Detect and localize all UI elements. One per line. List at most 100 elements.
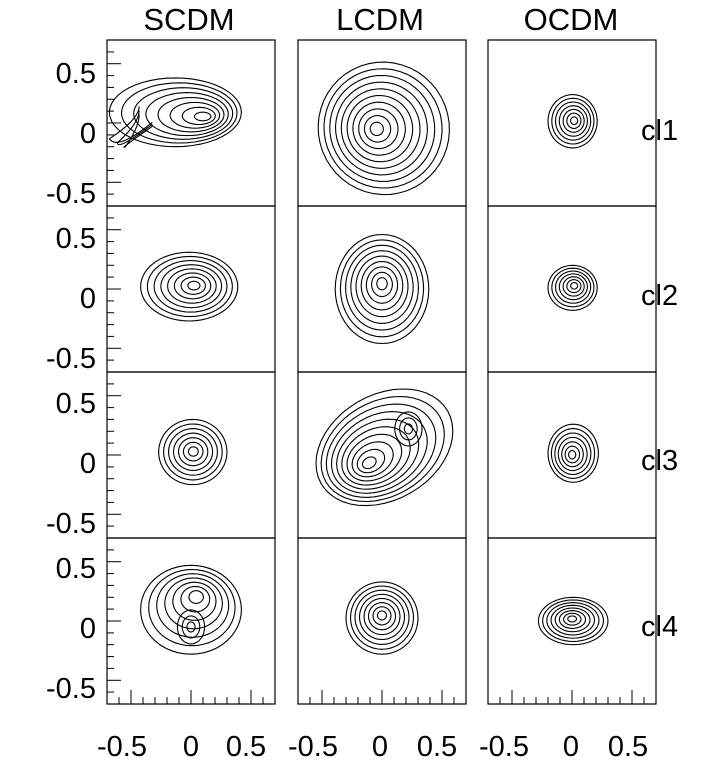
contour-line <box>167 268 217 304</box>
contour-line <box>345 244 419 331</box>
panel-cl4-ocdm <box>487 537 657 705</box>
contour-line <box>546 602 600 639</box>
panel-cl1-scdm <box>106 39 276 207</box>
contour-line <box>349 585 415 650</box>
contour-line <box>182 441 204 462</box>
y-tick-label: -0.5 <box>46 508 96 540</box>
contour-line <box>403 423 413 435</box>
x-tick-label: 0.5 <box>226 731 266 763</box>
column-title-ocdm: OCDM <box>524 2 619 37</box>
row-label-cl4: cl4 <box>641 611 678 643</box>
contour-line <box>167 428 218 476</box>
contour-line <box>561 441 584 468</box>
panel-frame <box>487 537 657 705</box>
contour-line <box>554 101 592 141</box>
contour-line <box>558 273 588 301</box>
contour-line <box>371 271 393 298</box>
contour-line <box>399 417 418 441</box>
contour-line <box>140 564 242 655</box>
y-tick-label: 0.5 <box>56 58 96 90</box>
contour-line <box>376 277 388 291</box>
labels-layer: SCDM LCDM OCDM cl1 cl2 cl3 cl4 0.5 0 -0.… <box>46 2 678 763</box>
contour-line <box>193 111 212 122</box>
contour-line <box>181 615 201 639</box>
contour-line <box>568 450 577 460</box>
contour-line <box>363 597 401 636</box>
contour-line <box>547 423 599 483</box>
contour-line <box>160 264 223 309</box>
y-tick-label: -0.5 <box>46 673 96 705</box>
contour-line <box>350 250 414 324</box>
contour-line <box>537 596 609 646</box>
contour-line <box>172 432 214 471</box>
contour-line <box>365 266 399 304</box>
panel-cl4-lcdm <box>297 537 467 705</box>
contour-line <box>562 276 585 297</box>
contour-line <box>367 602 397 631</box>
panels-layer <box>106 39 657 705</box>
panel-cl2-scdm <box>106 205 276 373</box>
contour-line <box>340 88 421 169</box>
panel-cl4-scdm <box>106 537 276 705</box>
contour-line <box>320 395 445 503</box>
panel-frame <box>487 205 657 373</box>
contour-line <box>153 259 228 313</box>
x-tick-label: -0.5 <box>288 731 338 763</box>
contour-line <box>557 436 588 472</box>
y-tick-label: 0 <box>80 448 96 480</box>
panel-frame <box>106 537 276 705</box>
contour-line <box>176 609 206 645</box>
x-tick-label: -0.5 <box>479 731 529 763</box>
contour-line <box>339 239 425 338</box>
panel-cl2-lcdm <box>297 205 467 373</box>
contour-line <box>177 437 209 467</box>
contour-line <box>315 388 454 507</box>
row-label-cl3: cl3 <box>641 445 678 477</box>
contour-line <box>361 456 377 470</box>
contour-line <box>164 577 223 630</box>
contour-line <box>346 94 414 163</box>
contour-line <box>554 270 592 304</box>
panel-cl3-lcdm <box>297 371 467 539</box>
contour-line <box>317 61 450 196</box>
contour-line <box>551 267 595 308</box>
contour-line <box>158 418 228 486</box>
y-tick-label: -0.5 <box>46 343 96 375</box>
contour-line <box>186 621 196 633</box>
contour-line <box>188 590 204 604</box>
contour-line <box>564 445 581 464</box>
contour-line <box>323 68 443 189</box>
panel-cl3-scdm <box>106 371 276 539</box>
y-tick-label: -0.5 <box>46 178 96 210</box>
x-tick-label: 0.5 <box>417 731 457 763</box>
contour-line <box>358 108 399 150</box>
contour-line <box>363 115 392 143</box>
panel-cl2-ocdm <box>487 205 657 373</box>
contour-line <box>341 426 411 486</box>
contour-line <box>146 255 233 318</box>
contour-line <box>108 77 242 148</box>
contour-line <box>133 87 234 140</box>
panel-cl1-ocdm <box>487 39 657 207</box>
contour-line <box>108 106 153 143</box>
contour-line <box>157 96 225 133</box>
contour-line <box>360 260 404 311</box>
contour-line <box>181 106 216 126</box>
contour-line <box>180 585 211 613</box>
contour-line <box>356 448 386 474</box>
panel-cl1-lcdm <box>297 39 467 207</box>
contour-line <box>562 108 585 133</box>
column-title-scdm: SCDM <box>143 2 234 37</box>
contour-line <box>346 433 403 482</box>
contour-line <box>123 114 153 148</box>
contour-line <box>336 418 420 490</box>
row-label-cl2: cl2 <box>641 280 678 312</box>
contour-line <box>563 612 582 626</box>
panel-frame <box>297 205 467 373</box>
contour-line <box>394 411 423 447</box>
contour-line <box>547 93 598 149</box>
contour-line <box>558 105 588 137</box>
y-tick-label: 0 <box>80 283 96 315</box>
panel-frame <box>297 537 467 705</box>
